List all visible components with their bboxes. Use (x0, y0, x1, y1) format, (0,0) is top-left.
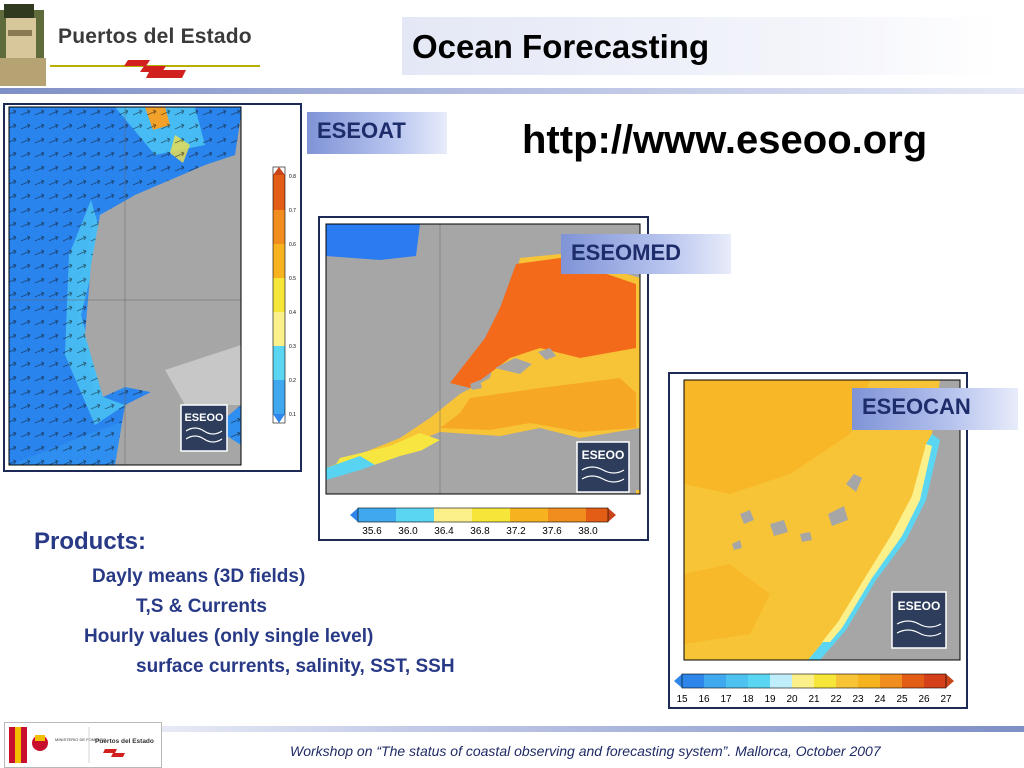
products-line-surface-fields: surface currents, salinity, SST, SSH (136, 656, 455, 677)
products-line-hourly-values: Hourly values (only single level) (84, 626, 374, 647)
eseocan-label: ESEOCAN (852, 388, 1018, 430)
title-background (402, 17, 999, 75)
eseomed-label: ESEOMED (561, 234, 731, 274)
svg-text:ESEOO: ESEOO (184, 412, 224, 424)
svg-text:26: 26 (918, 694, 930, 705)
svg-text:0.6: 0.6 (289, 242, 296, 248)
svg-text:18: 18 (742, 694, 754, 705)
puertos-del-estado-logo (0, 4, 260, 86)
products-line-ts-currents: T,S & Currents (136, 596, 267, 617)
footer-logos: MINISTERIO DE FOMENTO Puertos del Estado (4, 722, 162, 768)
svg-text:16: 16 (698, 694, 710, 705)
svg-text:0.1: 0.1 (289, 412, 296, 418)
website-url[interactable]: http://www.eseoo.org (522, 118, 928, 162)
header-divider (0, 88, 1024, 94)
footer-divider (0, 726, 1024, 732)
eseocan-colorbar: 15 16 17 18 19 20 21 22 23 24 25 26 27 (674, 673, 954, 705)
svg-text:0.8: 0.8 (289, 174, 296, 180)
svg-text:ESEOO: ESEOO (898, 599, 941, 613)
eseoo-logo: ESEOO (891, 591, 947, 649)
svg-text:36.8: 36.8 (470, 526, 490, 537)
eseoo-logo: ESEOO (576, 441, 630, 493)
svg-text:37.2: 37.2 (506, 526, 526, 537)
svg-text:37.6: 37.6 (542, 526, 562, 537)
svg-text:ESEOO: ESEOO (582, 448, 625, 462)
svg-text:23: 23 (852, 694, 864, 705)
svg-text:22: 22 (830, 694, 842, 705)
svg-text:15: 15 (676, 694, 688, 705)
svg-text:0.3: 0.3 (289, 344, 296, 350)
svg-text:17: 17 (720, 694, 732, 705)
svg-text:36.4: 36.4 (434, 526, 454, 537)
org-name: Puertos del Estado (58, 25, 252, 48)
products-line-daily-means: Dayly means (3D fields) (92, 566, 306, 587)
eseoat-current-map: ESEOO 0.8 0.7 0.6 0.5 0.4 0.3 0.2 0.1 (3, 103, 302, 472)
svg-text:24: 24 (874, 694, 886, 705)
eseomed-salinity-map: ESEOO 35.6 36.0 36.4 36.8 37.2 37.6 38.0 (318, 216, 649, 541)
svg-text:21: 21 (808, 694, 820, 705)
eseomed-colorbar: 35.6 36.0 36.4 36.8 37.2 37.6 38.0 (350, 507, 616, 537)
spain-flag-icon (9, 727, 15, 763)
svg-text:0.4: 0.4 (289, 310, 296, 316)
eseoo-logo: ESEOO (180, 404, 228, 452)
svg-text:38.0: 38.0 (578, 526, 598, 537)
svg-text:27: 27 (940, 694, 952, 705)
svg-text:35.6: 35.6 (362, 526, 382, 537)
svg-text:Puertos del Estado: Puertos del Estado (95, 738, 154, 745)
svg-text:MINISTERIO DE FOMENTO: MINISTERIO DE FOMENTO (55, 737, 106, 742)
products-heading: Products: (34, 528, 147, 555)
svg-text:0.5: 0.5 (289, 276, 296, 282)
svg-text:0.7: 0.7 (289, 208, 296, 214)
footer-caption: Workshop on “The status of coastal obser… (290, 743, 881, 759)
page-title: Ocean Forecasting (412, 28, 710, 65)
svg-text:20: 20 (786, 694, 798, 705)
eseoat-label: ESEOAT (307, 112, 447, 154)
svg-text:36.0: 36.0 (398, 526, 418, 537)
svg-text:0.2: 0.2 (289, 378, 296, 384)
eseoat-colorbar: 0.8 0.7 0.6 0.5 0.4 0.3 0.2 0.1 (272, 166, 296, 424)
svg-text:19: 19 (764, 694, 776, 705)
svg-text:25: 25 (896, 694, 908, 705)
